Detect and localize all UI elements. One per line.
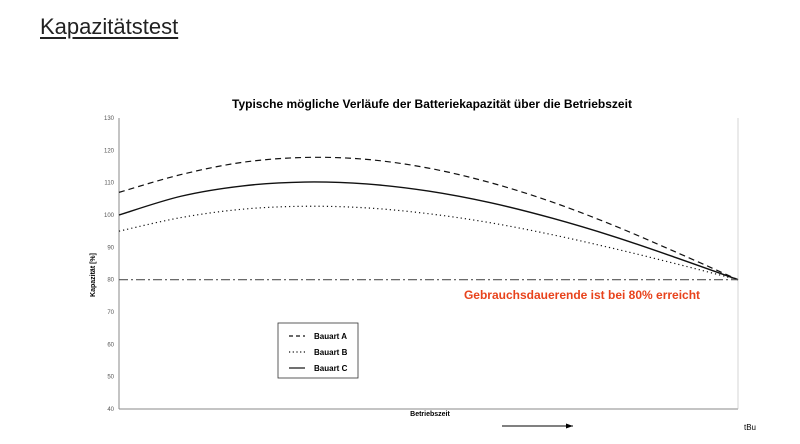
plot-area: [118, 118, 739, 410]
y-tick-label: 130: [104, 116, 115, 122]
y-axis-label: Kapazität [%]: [90, 253, 97, 297]
threshold-label: Gebrauchsdauerende ist bei 80% erreicht: [464, 288, 700, 302]
legend-label-1: Bauart A: [314, 332, 347, 341]
y-tick-label: 40: [107, 407, 114, 413]
y-tick-label: 80: [107, 278, 114, 284]
y-tick-label: 50: [107, 375, 114, 381]
series-line-1: [118, 156, 739, 281]
series-lines: [118, 156, 739, 281]
y-tick-label: 120: [104, 148, 115, 154]
x-end-label: tBu: [744, 423, 756, 432]
series-line-2: [118, 205, 739, 281]
y-tick-label: 60: [107, 342, 114, 348]
page-title: Kapazitätstest: [40, 14, 179, 39]
y-tick-labels: 40 50 60 70 80 90 100 110 120 130: [104, 116, 115, 413]
series-line-3: [118, 181, 739, 281]
y-tick-label: 90: [107, 245, 114, 251]
legend-box: [277, 322, 359, 379]
x-axis-label: Betriebszeit: [410, 411, 450, 418]
legend-label-3: Bauart C: [314, 364, 348, 373]
chart-title: Typische mögliche Verläufe der Batteriek…: [232, 97, 632, 111]
legend-label-2: Bauart B: [314, 348, 348, 357]
y-tick-label: 100: [104, 213, 115, 219]
legend: Bauart A Bauart B Bauart C: [277, 322, 359, 379]
y-tick-label: 70: [107, 310, 114, 316]
arrow-head: [566, 423, 573, 429]
y-tick-label: 110: [104, 181, 114, 187]
